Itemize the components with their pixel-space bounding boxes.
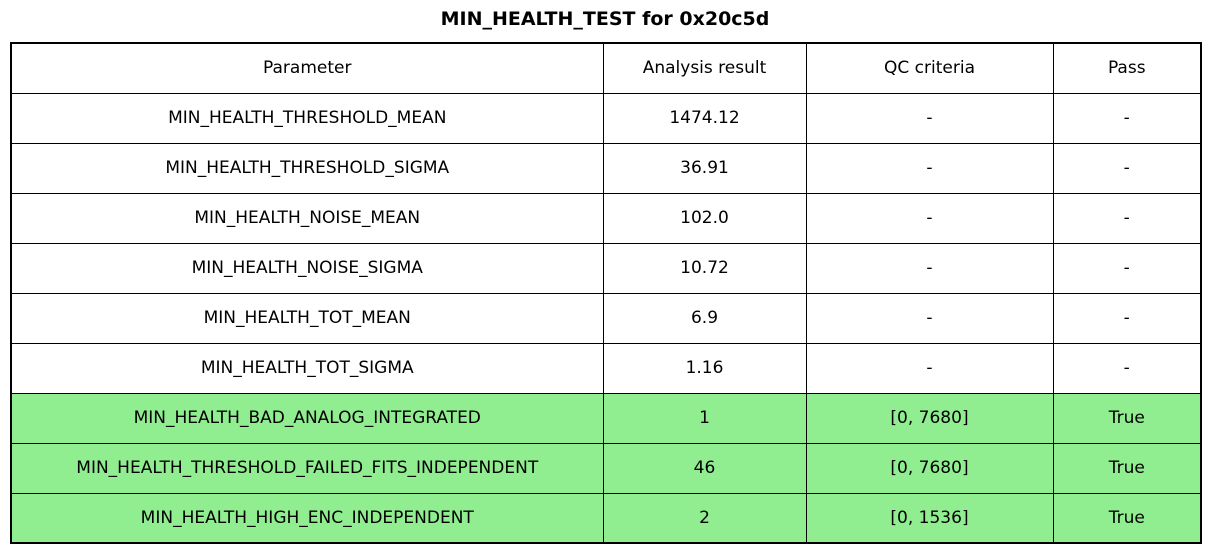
- table-row: MIN_HEALTH_THRESHOLD_MEAN 1474.12 - -: [10, 92, 1202, 144]
- cell-qc-criteria: -: [805, 342, 1054, 394]
- cell-qc-criteria: [0, 1536]: [805, 492, 1054, 544]
- table-row-pass: MIN_HEALTH_HIGH_ENC_INDEPENDENT 2 [0, 15…: [10, 492, 1202, 544]
- cell-qc-criteria: -: [805, 192, 1054, 244]
- cell-pass: -: [1052, 142, 1202, 194]
- table-row: MIN_HEALTH_TOT_SIGMA 1.16 - -: [10, 342, 1202, 394]
- cell-parameter: MIN_HEALTH_NOISE_MEAN: [10, 192, 604, 244]
- cell-parameter: MIN_HEALTH_HIGH_ENC_INDEPENDENT: [10, 492, 604, 544]
- column-header-pass: Pass: [1052, 42, 1202, 94]
- cell-analysis-result: 1: [602, 392, 807, 444]
- cell-analysis-result: 6.9: [602, 292, 807, 344]
- cell-parameter: MIN_HEALTH_TOT_SIGMA: [10, 342, 604, 394]
- cell-analysis-result: 1474.12: [602, 92, 807, 144]
- cell-pass: True: [1052, 442, 1202, 494]
- cell-parameter: MIN_HEALTH_THRESHOLD_SIGMA: [10, 142, 604, 194]
- table-header-row: Parameter Analysis result QC criteria Pa…: [10, 42, 1202, 94]
- cell-analysis-result: 1.16: [602, 342, 807, 394]
- cell-qc-criteria: [0, 7680]: [805, 442, 1054, 494]
- cell-qc-criteria: -: [805, 142, 1054, 194]
- cell-pass: -: [1052, 342, 1202, 394]
- cell-pass: True: [1052, 392, 1202, 444]
- page-title: MIN_HEALTH_TEST for 0x20c5d: [440, 8, 770, 30]
- column-header-parameter: Parameter: [10, 42, 604, 94]
- cell-pass: True: [1052, 492, 1202, 544]
- cell-analysis-result: 46: [602, 442, 807, 494]
- cell-parameter: MIN_HEALTH_NOISE_SIGMA: [10, 242, 604, 294]
- cell-qc-criteria: -: [805, 242, 1054, 294]
- cell-parameter: MIN_HEALTH_BAD_ANALOG_INTEGRATED: [10, 392, 604, 444]
- qc-results-table: Parameter Analysis result QC criteria Pa…: [10, 42, 1202, 544]
- cell-pass: -: [1052, 242, 1202, 294]
- cell-parameter: MIN_HEALTH_THRESHOLD_MEAN: [10, 92, 604, 144]
- cell-qc-criteria: -: [805, 292, 1054, 344]
- table-row: MIN_HEALTH_TOT_MEAN 6.9 - -: [10, 292, 1202, 344]
- cell-pass: -: [1052, 292, 1202, 344]
- cell-pass: -: [1052, 192, 1202, 244]
- cell-qc-criteria: -: [805, 92, 1054, 144]
- cell-pass: -: [1052, 92, 1202, 144]
- cell-analysis-result: 102.0: [602, 192, 807, 244]
- cell-analysis-result: 10.72: [602, 242, 807, 294]
- cell-qc-criteria: [0, 7680]: [805, 392, 1054, 444]
- cell-analysis-result: 2: [602, 492, 807, 544]
- column-header-qc-criteria: QC criteria: [805, 42, 1054, 94]
- column-header-analysis-result: Analysis result: [602, 42, 807, 94]
- table-row: MIN_HEALTH_NOISE_MEAN 102.0 - -: [10, 192, 1202, 244]
- table-row-pass: MIN_HEALTH_THRESHOLD_FAILED_FITS_INDEPEN…: [10, 442, 1202, 494]
- table-row: MIN_HEALTH_THRESHOLD_SIGMA 36.91 - -: [10, 142, 1202, 194]
- cell-parameter: MIN_HEALTH_THRESHOLD_FAILED_FITS_INDEPEN…: [10, 442, 604, 494]
- table-row-pass: MIN_HEALTH_BAD_ANALOG_INTEGRATED 1 [0, 7…: [10, 392, 1202, 444]
- cell-parameter: MIN_HEALTH_TOT_MEAN: [10, 292, 604, 344]
- cell-analysis-result: 36.91: [602, 142, 807, 194]
- table-row: MIN_HEALTH_NOISE_SIGMA 10.72 - -: [10, 242, 1202, 294]
